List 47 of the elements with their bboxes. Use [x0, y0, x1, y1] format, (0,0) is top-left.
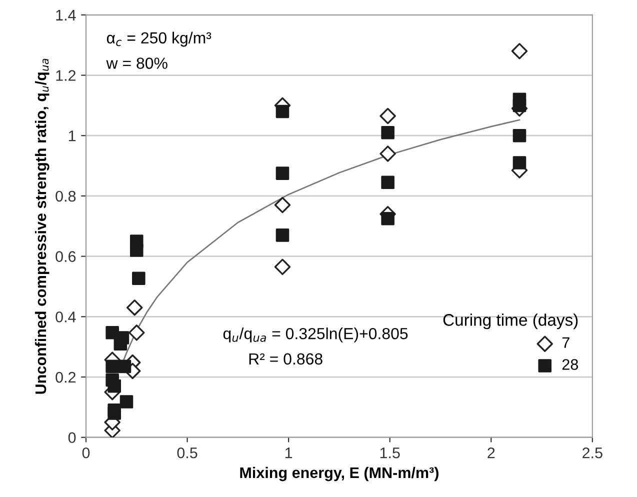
y-tick-label: 0.4 [56, 312, 76, 322]
point [380, 146, 396, 162]
point [106, 360, 119, 374]
annotation: q$_{u}$/q$_{ua}$ = 0.325ln(E)+0.805 [223, 328, 408, 342]
point [512, 128, 526, 142]
y-axis-title: Unconfined compressive strength ratio, q$_{u}$/q$_{ua}$ [34, 58, 50, 394]
legend-label: 28 [562, 359, 578, 370]
point [126, 299, 143, 316]
point [380, 108, 396, 124]
point [512, 156, 526, 170]
annotation: R² = 0.868 [249, 353, 322, 365]
y-tick-label: 1 [68, 130, 76, 142]
point [274, 258, 291, 275]
point [118, 360, 132, 374]
x-tick-label: 1 [285, 448, 292, 458]
annotation: w = 80% [106, 58, 168, 69]
y-tick-label: 1.2 [56, 70, 76, 81]
y-tick-label: 0.2 [56, 372, 76, 383]
point [132, 272, 146, 285]
x-tick-label: 1.5 [380, 448, 400, 458]
point [108, 379, 121, 393]
point [128, 324, 145, 341]
x-tick-label: 0.5 [177, 447, 198, 458]
point [130, 244, 144, 257]
point [114, 337, 128, 350]
x-tick-label: 2 [488, 447, 495, 458]
x-tick-label: 2.5 [582, 447, 602, 458]
x-axis-title: Mixing energy, E (MN-m/m³) [240, 466, 438, 482]
y-tick-label: 0.6 [56, 251, 76, 262]
point [512, 98, 526, 112]
point [511, 43, 528, 60]
y-tick-label: 0.8 [56, 190, 76, 202]
point [108, 406, 121, 420]
point [276, 166, 290, 180]
point [381, 126, 394, 140]
legend-title: Curing time (days) [443, 314, 578, 330]
legend-label: 7 [562, 337, 570, 348]
point [276, 228, 290, 242]
point [120, 395, 134, 408]
point [381, 212, 394, 226]
point [381, 176, 394, 190]
y-tick-label: 0 [68, 432, 76, 444]
point [276, 104, 290, 118]
y-tick-label: 1.4 [56, 10, 76, 20]
point [274, 196, 291, 214]
x-tick-label: 0 [82, 447, 90, 458]
annotation: α$_{c}$ = 250 kg/m³ [106, 32, 212, 47]
